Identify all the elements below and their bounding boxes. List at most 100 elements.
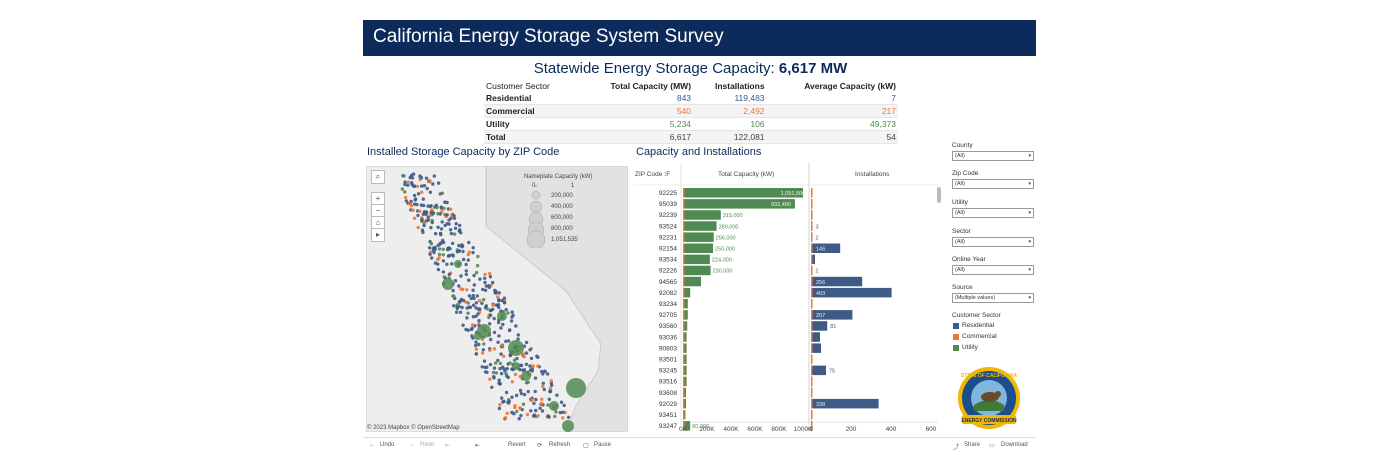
- map-marker[interactable]: [421, 203, 426, 208]
- map-marker[interactable]: [513, 405, 517, 410]
- installs-bar[interactable]: [811, 287, 892, 298]
- map-marker[interactable]: [437, 247, 442, 251]
- capacity-bar[interactable]: [683, 188, 803, 198]
- map-marker[interactable]: [534, 397, 538, 402]
- map-marker[interactable]: [536, 364, 540, 368]
- map-marker[interactable]: [464, 269, 468, 273]
- capacity-bar-commercial[interactable]: [683, 221, 685, 231]
- capacity-bar[interactable]: [683, 243, 713, 254]
- map-marker[interactable]: [406, 183, 410, 187]
- refresh-icon[interactable]: ⟳: [537, 443, 543, 449]
- map-marker[interactable]: [476, 312, 480, 316]
- map-marker-utility[interactable]: [562, 420, 574, 432]
- map-marker[interactable]: [536, 414, 540, 418]
- map-marker[interactable]: [409, 173, 414, 178]
- map-marker[interactable]: [526, 380, 530, 384]
- map-marker[interactable]: [439, 232, 443, 237]
- map-marker[interactable]: [519, 363, 524, 368]
- map-marker[interactable]: [474, 347, 478, 351]
- map-marker[interactable]: [561, 410, 565, 414]
- map-marker[interactable]: [458, 228, 462, 232]
- chevron-down-icon[interactable]: ▾: [1028, 295, 1031, 301]
- map-marker[interactable]: [475, 294, 479, 298]
- map-search-button[interactable]: ⌕: [371, 170, 385, 184]
- map-marker[interactable]: [491, 307, 495, 311]
- map-marker[interactable]: [404, 199, 408, 203]
- map-marker[interactable]: [450, 253, 455, 257]
- map-marker[interactable]: [415, 202, 419, 207]
- map-marker[interactable]: [498, 361, 503, 366]
- undo-icon[interactable]: ←: [369, 442, 375, 448]
- zip-label[interactable]: 92154: [659, 246, 677, 253]
- installs-bar[interactable]: [811, 254, 815, 265]
- map-marker[interactable]: [483, 276, 487, 280]
- map-marker[interactable]: [499, 326, 503, 330]
- map-marker[interactable]: [482, 359, 487, 363]
- map-marker[interactable]: [461, 323, 465, 327]
- map-marker[interactable]: [410, 181, 414, 185]
- map-marker[interactable]: [515, 356, 519, 361]
- map-marker[interactable]: [474, 343, 478, 348]
- map-marker[interactable]: [431, 211, 436, 215]
- zip-label[interactable]: 92029: [659, 401, 677, 408]
- map-marker[interactable]: [494, 361, 498, 365]
- map-marker[interactable]: [420, 184, 424, 188]
- map-marker[interactable]: [471, 293, 475, 298]
- map-marker[interactable]: [436, 267, 441, 272]
- map-marker[interactable]: [547, 397, 551, 401]
- map-marker[interactable]: [416, 213, 420, 218]
- map-marker[interactable]: [466, 258, 470, 262]
- capacity-bar-commercial[interactable]: [683, 332, 685, 342]
- filter-dropdown[interactable]: (All) ▾: [952, 265, 1034, 275]
- filter-dropdown[interactable]: (All) ▾: [952, 179, 1034, 189]
- table-row[interactable]: Commercial 540 2,492 217: [484, 104, 898, 118]
- capacity-bar-commercial[interactable]: [683, 410, 685, 420]
- installs-bar[interactable]: [811, 332, 820, 342]
- revert-icon[interactable]: ⇤: [475, 443, 481, 449]
- map-marker[interactable]: [540, 397, 544, 401]
- installs-bar-commercial[interactable]: [811, 387, 813, 398]
- map-marker[interactable]: [465, 288, 469, 292]
- map-marker[interactable]: [492, 330, 497, 335]
- capacity-bar-commercial[interactable]: [683, 210, 685, 220]
- map-marker[interactable]: [518, 406, 522, 410]
- map-marker[interactable]: [465, 316, 469, 320]
- map-marker[interactable]: [510, 310, 514, 314]
- map-marker[interactable]: [409, 204, 414, 208]
- redo-icon[interactable]: →: [409, 442, 415, 448]
- zip-label[interactable]: 92226: [659, 268, 677, 275]
- map-marker[interactable]: [431, 182, 435, 186]
- map-marker[interactable]: [510, 380, 514, 384]
- installs-bar-commercial[interactable]: [811, 310, 813, 320]
- installs-bar-commercial[interactable]: [811, 199, 813, 209]
- chevron-down-icon[interactable]: ▾: [1028, 181, 1031, 187]
- map-marker[interactable]: [540, 409, 545, 413]
- map-marker[interactable]: [504, 372, 508, 376]
- map-marker[interactable]: [514, 393, 519, 398]
- map-marker[interactable]: [487, 285, 491, 289]
- zip-label[interactable]: 93036: [659, 334, 677, 341]
- filter-dropdown[interactable]: (All) ▾: [952, 237, 1034, 247]
- legend-utility[interactable]: Utility: [962, 344, 978, 351]
- installs-bar-commercial[interactable]: [811, 398, 813, 409]
- installs-bar[interactable]: [811, 343, 821, 353]
- installs-bar-commercial[interactable]: [811, 354, 813, 365]
- map-marker[interactable]: [508, 328, 512, 332]
- map-marker[interactable]: [504, 339, 508, 343]
- map-marker[interactable]: [492, 316, 496, 321]
- map-marker[interactable]: [471, 303, 476, 307]
- map-marker[interactable]: [430, 208, 434, 212]
- installs-bar-commercial[interactable]: [811, 376, 813, 387]
- filter-dropdown[interactable]: (All) ▾: [952, 151, 1034, 161]
- map-marker[interactable]: [502, 354, 506, 358]
- map-marker[interactable]: [501, 322, 505, 327]
- capacity-bar-commercial[interactable]: [683, 365, 685, 376]
- map-marker[interactable]: [467, 278, 471, 282]
- share-button[interactable]: Share: [964, 442, 981, 448]
- map-marker[interactable]: [450, 262, 454, 266]
- map-marker[interactable]: [466, 301, 470, 305]
- capacity-bar[interactable]: [683, 332, 687, 342]
- map-marker[interactable]: [521, 402, 526, 406]
- map-marker[interactable]: [543, 369, 547, 374]
- map-marker[interactable]: [509, 319, 514, 323]
